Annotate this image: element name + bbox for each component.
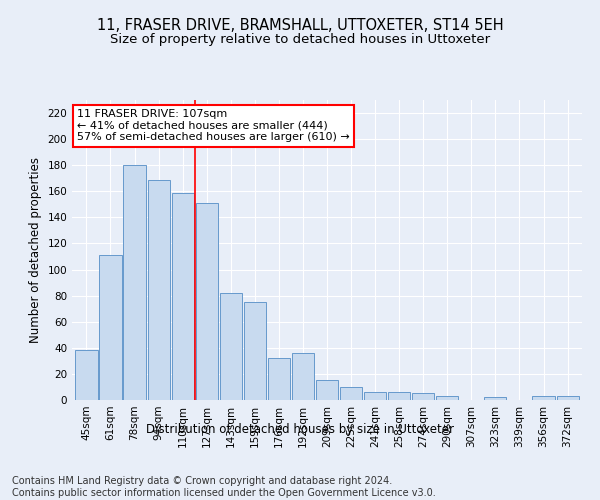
Y-axis label: Number of detached properties: Number of detached properties: [29, 157, 42, 343]
Bar: [268, 358, 290, 400]
Bar: [436, 396, 458, 400]
Bar: [412, 394, 434, 400]
Bar: [76, 350, 98, 400]
Bar: [196, 203, 218, 400]
Bar: [292, 353, 314, 400]
Bar: [364, 392, 386, 400]
Text: 11 FRASER DRIVE: 107sqm
← 41% of detached houses are smaller (444)
57% of semi-d: 11 FRASER DRIVE: 107sqm ← 41% of detache…: [77, 109, 350, 142]
Bar: [172, 192, 194, 400]
Bar: [557, 396, 578, 400]
Bar: [148, 180, 170, 400]
Bar: [220, 293, 242, 400]
Bar: [484, 398, 506, 400]
Text: 11, FRASER DRIVE, BRAMSHALL, UTTOXETER, ST14 5EH: 11, FRASER DRIVE, BRAMSHALL, UTTOXETER, …: [97, 18, 503, 32]
Bar: [388, 392, 410, 400]
Text: Contains HM Land Registry data © Crown copyright and database right 2024.
Contai: Contains HM Land Registry data © Crown c…: [12, 476, 436, 498]
Bar: [100, 255, 122, 400]
Bar: [124, 165, 146, 400]
Text: Distribution of detached houses by size in Uttoxeter: Distribution of detached houses by size …: [146, 422, 454, 436]
Bar: [244, 302, 266, 400]
Bar: [316, 380, 338, 400]
Bar: [532, 396, 554, 400]
Text: Size of property relative to detached houses in Uttoxeter: Size of property relative to detached ho…: [110, 32, 490, 46]
Bar: [340, 387, 362, 400]
